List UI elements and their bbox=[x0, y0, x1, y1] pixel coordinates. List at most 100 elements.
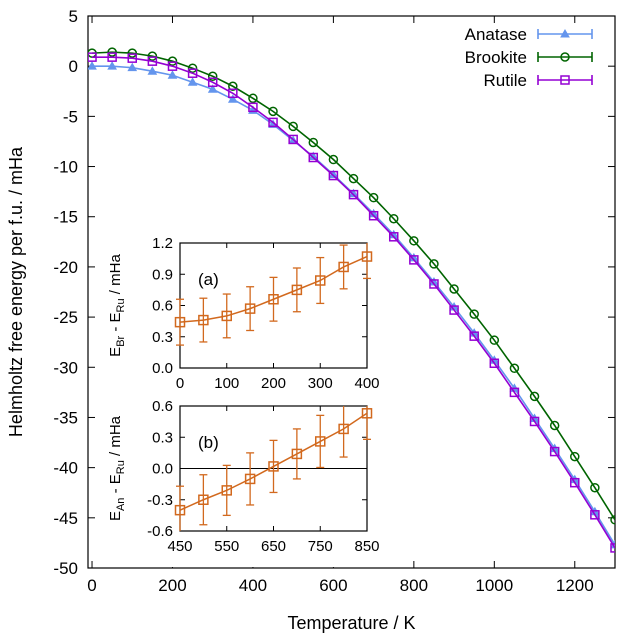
data-point-anatase bbox=[88, 61, 97, 70]
series-line-brookite bbox=[91, 51, 615, 521]
inset-a-data-point bbox=[361, 251, 373, 262]
data-point-rutile bbox=[187, 68, 198, 78]
x-tick-label: 200 bbox=[158, 576, 186, 595]
inset-a-data-point bbox=[291, 284, 303, 296]
inset-b-data-point bbox=[291, 448, 303, 460]
data-point-brookite bbox=[509, 363, 520, 374]
inset-b-x-tick-label: 850 bbox=[354, 538, 379, 555]
x-tick-label: 1200 bbox=[556, 576, 594, 595]
data-point-brookite bbox=[388, 213, 399, 224]
inset-b-data-point bbox=[315, 436, 326, 447]
inset-b-ylabel-mid: - E bbox=[107, 474, 124, 497]
y-tick-label: -50 bbox=[53, 559, 78, 578]
inset-b-data-point bbox=[221, 485, 232, 496]
data-point-brookite bbox=[348, 173, 359, 184]
y-tick-label: 5 bbox=[69, 7, 78, 26]
inset-b-ylabel-sub1: An bbox=[115, 498, 127, 511]
inset-b-data-point bbox=[338, 423, 349, 435]
inset-b-data-point bbox=[361, 408, 373, 419]
data-point-rutile bbox=[107, 52, 117, 62]
y-tick-label: -30 bbox=[53, 358, 78, 377]
inset-b-data-point bbox=[244, 473, 256, 485]
inset-a-data-point bbox=[315, 275, 326, 286]
inset-b-data-point bbox=[174, 504, 186, 516]
inset-a-ylabel-e1: E bbox=[107, 347, 124, 357]
data-point-brookite bbox=[429, 259, 439, 269]
inset-b-panel-label: (b) bbox=[198, 433, 219, 452]
data-point-brookite bbox=[449, 284, 459, 294]
data-point-rutile bbox=[328, 170, 339, 181]
data-point-rutile bbox=[590, 510, 600, 520]
inset-b-x-tick-label: 550 bbox=[214, 538, 239, 555]
inset-b-y-tick-label: -0.6 bbox=[147, 523, 173, 540]
inset-a-ylabel-mid: - E bbox=[107, 312, 124, 335]
data-point-rutile bbox=[469, 331, 479, 341]
data-point-rutile bbox=[610, 543, 615, 553]
data-point-brookite bbox=[570, 451, 580, 462]
data-point-rutile bbox=[268, 117, 278, 128]
y-tick-label: -25 bbox=[53, 308, 78, 327]
inset-b-x-tick-label: 750 bbox=[308, 538, 333, 555]
data-point-rutile bbox=[388, 232, 399, 242]
inset-a-x-tick-label: 300 bbox=[308, 375, 333, 392]
data-point-anatase bbox=[207, 84, 218, 93]
inset-a-data-point bbox=[221, 310, 232, 322]
data-point-anatase bbox=[167, 70, 178, 79]
inset-a-data-point bbox=[198, 314, 209, 326]
data-point-rutile bbox=[207, 77, 218, 87]
inset-a-ylabel-sub1: Br bbox=[115, 335, 127, 346]
inset-b-y-tick-label: 0.3 bbox=[152, 429, 173, 446]
data-point-brookite bbox=[127, 48, 138, 58]
data-point-anatase bbox=[187, 77, 198, 86]
data-point-rutile bbox=[368, 210, 379, 221]
data-point-rutile bbox=[248, 102, 258, 113]
y-axis-label: Helmholtz free energy per f.u. / mHa bbox=[6, 146, 26, 437]
data-point-brookite bbox=[328, 154, 339, 165]
data-point-brookite bbox=[308, 137, 319, 148]
data-point-brookite bbox=[167, 56, 178, 66]
data-point-brookite bbox=[288, 121, 298, 132]
data-point-brookite bbox=[248, 93, 258, 104]
data-point-rutile bbox=[127, 53, 138, 63]
data-point-anatase bbox=[227, 94, 238, 103]
series-line-rutile bbox=[92, 56, 615, 549]
inset-b-x-tick-label: 650 bbox=[261, 538, 286, 555]
data-point-rutile bbox=[228, 88, 238, 99]
inset-b-data-point bbox=[268, 461, 279, 472]
data-point-rutile bbox=[288, 134, 298, 145]
data-point-brookite bbox=[529, 391, 540, 402]
data-point-rutile bbox=[409, 255, 419, 265]
data-point-rutile bbox=[570, 477, 580, 488]
x-tick-label: 0 bbox=[87, 576, 96, 595]
inset-chart-a: 0.0 0.3 0.6 0.9 1.2 0 100 200 300 400 (a) EBr - ERu… bbox=[107, 231, 380, 404]
data-point-brookite bbox=[409, 236, 419, 246]
x-tick-label: 1000 bbox=[475, 576, 513, 595]
inset-b-y-tick-label: -0.3 bbox=[147, 492, 173, 509]
legend-marker-rutile bbox=[560, 75, 570, 85]
inset-b-y-axis-label: EAn - ERu / mHa bbox=[107, 415, 127, 521]
main-chart: 5 0 -5 -10 -15 -20 -25 -30 -35 -40 -45 -50 0 200 400 60… bbox=[6, 7, 616, 633]
legend-marker-anatase bbox=[560, 28, 570, 38]
y-tick-label: -20 bbox=[53, 258, 78, 277]
y-tick-label: -5 bbox=[63, 107, 78, 126]
inset-a-data-point bbox=[174, 316, 186, 328]
inset-a-data-point bbox=[338, 261, 349, 273]
inset-chart-b: -0.6 -0.3 0.0 0.3 0.6 450 550 650 750 850 (b) EAn -… bbox=[107, 394, 380, 567]
data-point-brookite bbox=[107, 47, 117, 57]
data-point-brookite bbox=[610, 515, 615, 525]
data-point-rutile bbox=[167, 61, 178, 71]
y-tick-label: -35 bbox=[53, 408, 78, 427]
legend-label-rutile: Rutile bbox=[484, 71, 527, 90]
legend-marker-brookite bbox=[560, 52, 570, 62]
inset-a-ylabel-sub2: Ru bbox=[115, 298, 127, 312]
inset-b-y-tick-label: 0.6 bbox=[152, 398, 173, 415]
inset-a-x-tick-label: 0 bbox=[176, 375, 184, 392]
data-point-brookite bbox=[187, 63, 198, 73]
y-tick-label: -40 bbox=[53, 459, 78, 478]
data-point-rutile bbox=[529, 416, 540, 427]
inset-a-ylabel-unit: / mHa bbox=[107, 254, 124, 299]
data-point-brookite bbox=[469, 309, 479, 319]
main-data-area bbox=[88, 47, 615, 553]
x-tick-label: 400 bbox=[239, 576, 267, 595]
inset-a-x-tick-label: 200 bbox=[261, 375, 286, 392]
